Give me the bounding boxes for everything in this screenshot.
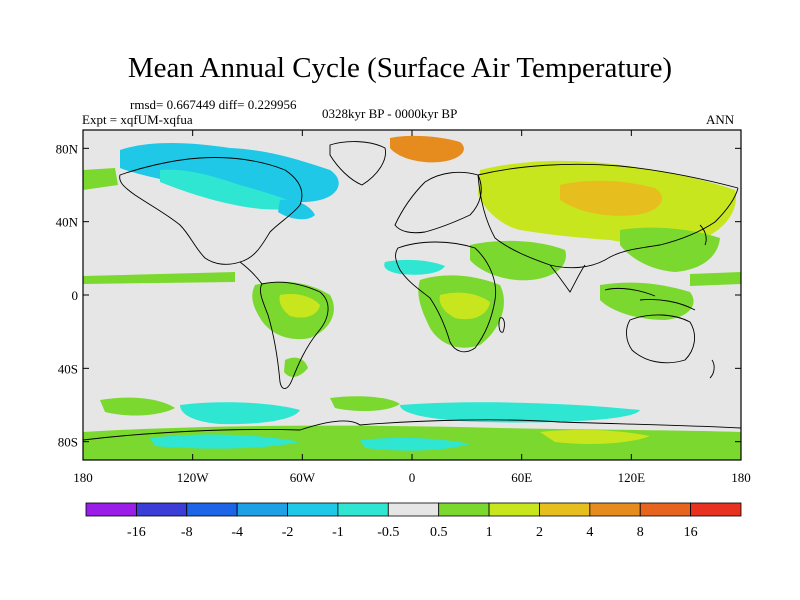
colorbar-swatch bbox=[287, 502, 339, 517]
colorbar-label: -0.5 bbox=[377, 525, 399, 540]
anomaly-region-nafrica-cool bbox=[384, 259, 445, 275]
anomaly-region-antarctica-cool-1 bbox=[150, 434, 300, 449]
coastline-indonesia bbox=[604, 287, 696, 311]
lon-tick-label: 0 bbox=[409, 470, 416, 485]
coastline-new-zealand bbox=[709, 359, 715, 379]
lat-tick-label: 80N bbox=[56, 141, 79, 156]
colorbar-label: 0.5 bbox=[430, 525, 448, 540]
colorbar-label: -16 bbox=[127, 525, 146, 540]
anomaly-region-tropical-band-west bbox=[83, 272, 235, 284]
anomaly-region-southern-ocean-warm-2 bbox=[330, 396, 400, 412]
colorbar-label: 16 bbox=[684, 525, 698, 540]
anomaly-region-patagonia-warm bbox=[284, 357, 308, 377]
anomaly-region-greenland-warm bbox=[390, 135, 464, 163]
lat-tick-label: 40N bbox=[56, 215, 79, 230]
anomaly-region-siberia-warmer bbox=[560, 180, 663, 216]
colorbar-swatch bbox=[639, 502, 692, 517]
colorbar: -16 -8 -4 -2 -1 -0.5 0.5 1 2 4 8 16 bbox=[85, 502, 742, 540]
experiment-label: Expt = xqfUM-xqfua bbox=[82, 112, 193, 127]
colorbar-label: -1 bbox=[332, 525, 344, 540]
anomaly-region-neastpacific-warm bbox=[83, 168, 118, 190]
colorbar-label: 4 bbox=[586, 525, 593, 540]
lat-tick-label: 40S bbox=[58, 361, 78, 376]
anomaly-region-antarctica-cool-2 bbox=[360, 437, 470, 451]
stats-label: rmsd= 0.667449 diff= 0.229956 bbox=[130, 97, 297, 112]
anomaly-region-southern-ocean-warm-1 bbox=[100, 397, 175, 416]
colorbar-label: 8 bbox=[637, 525, 644, 540]
colorbar-label: -2 bbox=[282, 525, 294, 540]
anomaly-region-arctic-cool bbox=[120, 143, 339, 203]
colorbar-swatch bbox=[387, 502, 440, 517]
anomaly-region-southern-ocean-cool-2 bbox=[400, 402, 640, 423]
lon-tick-label: 120E bbox=[618, 470, 646, 485]
lon-tick-label: 120W bbox=[177, 470, 210, 485]
longitude-axis: 180 120W 60W 0 60E 120E 180 bbox=[73, 130, 751, 485]
anomaly-region-samerica-warmer bbox=[279, 294, 320, 318]
coastline-antarctica bbox=[83, 419, 741, 441]
colorbar-swatch bbox=[337, 502, 389, 517]
colorbar-swatch bbox=[589, 502, 641, 517]
lat-tick-label: 80S bbox=[58, 435, 78, 450]
latitude-axis: 80N 40N 0 40S 80S bbox=[56, 141, 741, 450]
season-label: ANN bbox=[706, 112, 735, 127]
anomaly-region-canada-cool bbox=[160, 169, 300, 210]
colorbar-swatch bbox=[236, 502, 288, 517]
colorbar-swatch bbox=[135, 502, 188, 517]
lat-tick-label: 0 bbox=[72, 288, 79, 303]
coastline-japan bbox=[699, 224, 707, 246]
coastline-india bbox=[549, 264, 586, 293]
anomaly-region-africa-warmer bbox=[439, 292, 490, 320]
coastlines bbox=[83, 141, 741, 441]
coastline-central-america bbox=[239, 261, 263, 285]
colorbar-swatch bbox=[85, 502, 137, 517]
coastline-asia bbox=[477, 163, 739, 269]
colorbar-label: -8 bbox=[181, 525, 193, 540]
anomaly-region-antarctica-warmer bbox=[540, 429, 650, 444]
map-title: Mean Annual Cycle (Surface Air Temperatu… bbox=[127, 52, 673, 84]
lon-tick-label: 60E bbox=[511, 470, 532, 485]
coastline-madagascar bbox=[498, 317, 505, 333]
anomaly-region-indonesia-warm bbox=[600, 282, 694, 320]
coastline-south-america bbox=[259, 281, 329, 389]
anomaly-region-eastasia-warm bbox=[620, 227, 720, 272]
colorbar-swatch bbox=[690, 502, 742, 517]
anomaly-region-tropical-band-east bbox=[690, 272, 741, 286]
anomaly-field bbox=[83, 135, 741, 460]
coastline-australia bbox=[626, 314, 696, 364]
colorbar-swatch bbox=[438, 502, 490, 517]
coastline-africa bbox=[395, 241, 497, 353]
colorbar-label: -4 bbox=[231, 525, 243, 540]
lon-tick-label: 180 bbox=[731, 470, 751, 485]
colorbar-swatch bbox=[488, 502, 540, 517]
colorbar-swatch bbox=[539, 502, 591, 517]
coastline-greenland bbox=[329, 141, 386, 186]
lon-tick-label: 60W bbox=[290, 470, 316, 485]
colorbar-swatch bbox=[186, 502, 238, 517]
colorbar-label: 2 bbox=[536, 525, 543, 540]
anomaly-region-arabia-warm bbox=[470, 240, 566, 281]
colorbar-label: 1 bbox=[486, 525, 493, 540]
coastline-north-america bbox=[119, 157, 303, 265]
coastline-europe bbox=[394, 171, 482, 234]
anomaly-region-southern-ocean-cool-1 bbox=[180, 402, 300, 425]
lon-tick-label: 180 bbox=[73, 470, 93, 485]
period-label: 0328kyr BP - 0000kyr BP bbox=[322, 106, 458, 121]
